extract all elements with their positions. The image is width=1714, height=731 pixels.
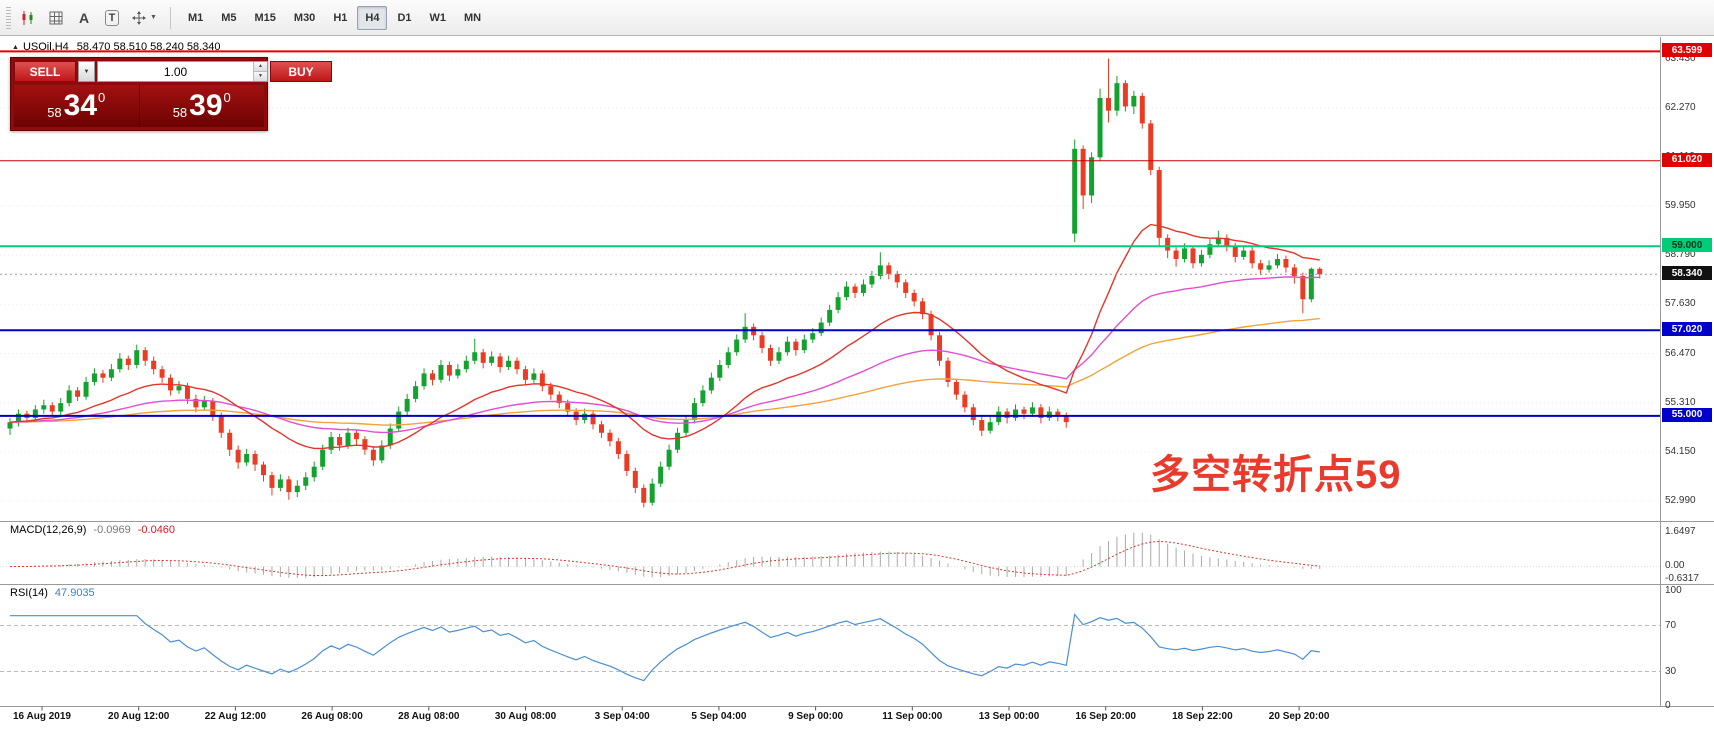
price-axis-badge: 55.000 bbox=[1662, 407, 1712, 422]
cursor-mode-button[interactable]: ▼ bbox=[127, 5, 161, 31]
chart-type-button[interactable] bbox=[15, 5, 41, 31]
price-divider bbox=[138, 85, 140, 127]
volume-up-button[interactable]: ▲ bbox=[254, 62, 267, 71]
price-axis-badge: 61.020 bbox=[1662, 152, 1712, 167]
volume-input[interactable] bbox=[98, 62, 253, 81]
timeframe-h1[interactable]: H1 bbox=[325, 6, 355, 30]
time-axis-label: 9 Sep 00:00 bbox=[788, 711, 844, 722]
macd-scale-label: -0.6317 bbox=[1665, 573, 1699, 584]
candlestick-chart-icon bbox=[22, 10, 33, 25]
bid-price-sup: 0 bbox=[98, 90, 106, 105]
rsi-scale-label: 70 bbox=[1665, 619, 1677, 631]
price-axis-badge: 57.020 bbox=[1662, 322, 1712, 337]
volume-spinner: ▲ ▼ bbox=[253, 62, 267, 81]
macd-title: MACD(12,26,9) -0.0969 -0.0460 bbox=[10, 524, 175, 536]
macd-scale-label: 0.00 bbox=[1665, 560, 1685, 571]
chart-symbol-ohlc: ▲ USOil,H4 58.470 58.510 58.240 58.340 bbox=[12, 41, 221, 53]
chevron-down-icon: ▼ bbox=[150, 14, 157, 21]
macd-main-value: -0.0969 bbox=[93, 524, 131, 536]
rsi-scale-label: 100 bbox=[1665, 585, 1682, 596]
timeframe-mn[interactable]: MN bbox=[456, 6, 489, 30]
time-axis-label: 22 Aug 12:00 bbox=[204, 711, 267, 722]
time-axis-label: 11 Sep 00:00 bbox=[882, 711, 943, 722]
price-axis-label: 54.150 bbox=[1665, 445, 1696, 457]
rsi-label: RSI(14) bbox=[10, 587, 48, 599]
price-axis-label: 59.950 bbox=[1665, 200, 1696, 212]
price-axis-label: 57.630 bbox=[1665, 298, 1696, 310]
ask-price-big: 39 bbox=[189, 89, 223, 122]
price-axis-label: 62.270 bbox=[1665, 101, 1696, 113]
toolbar: A T ▼ M1 M5 M15 M30 H1 H4 D1 W1 MN bbox=[0, 0, 1714, 36]
time-axis-label: 30 Aug 08:00 bbox=[494, 711, 557, 722]
sell-button[interactable]: SELL bbox=[14, 61, 76, 82]
rsi-value: 47.9035 bbox=[54, 587, 95, 599]
price-axis-label: 52.990 bbox=[1665, 495, 1696, 506]
one-click-trading-panel: SELL ▼ ▲ ▼ BUY 58 34 0 58 39 bbox=[10, 57, 332, 131]
volume-field: ▲ ▼ bbox=[97, 61, 268, 82]
macd-scale-label: 1.6497 bbox=[1665, 526, 1696, 537]
price-axis-label: 56.470 bbox=[1665, 347, 1696, 359]
price-axis-label: 58.790 bbox=[1665, 249, 1696, 261]
price-axis-badge: 59.000 bbox=[1662, 238, 1712, 253]
macd-label: MACD(12,26,9) bbox=[10, 524, 87, 536]
symbol-marker-icon: ▲ bbox=[12, 43, 19, 51]
rsi-scale-label: 0 bbox=[1665, 700, 1671, 711]
bid-price-small: 58 bbox=[47, 105, 62, 120]
toolbar-grip[interactable] bbox=[6, 6, 11, 29]
chart-annotation-text: 多空转折点59 bbox=[1150, 453, 1402, 497]
time-axis-label: 26 Aug 08:00 bbox=[301, 711, 363, 722]
price-axis-badge: 63.599 bbox=[1662, 43, 1712, 58]
timeframe-d1[interactable]: D1 bbox=[389, 6, 419, 30]
ask-price[interactable]: 58 39 0 bbox=[140, 85, 265, 127]
text-tool-button[interactable]: T bbox=[99, 5, 125, 31]
chevron-down-icon: ▼ bbox=[83, 68, 90, 75]
rsi-title: RSI(14) 47.9035 bbox=[10, 587, 95, 599]
grid-icon bbox=[49, 11, 63, 24]
annotation-button[interactable]: A bbox=[71, 5, 97, 31]
price-axis-label: 63.430 bbox=[1665, 52, 1696, 64]
time-axis-label: 18 Sep 22:00 bbox=[1172, 711, 1233, 722]
indicator-grid-button[interactable] bbox=[43, 5, 69, 31]
text-tool-icon: T bbox=[104, 9, 120, 26]
symbol-name: USOil,H4 bbox=[22, 41, 69, 53]
time-axis-label: 16 Sep 20:00 bbox=[1075, 711, 1136, 722]
buy-button[interactable]: BUY bbox=[270, 61, 332, 82]
timeframe-m30[interactable]: M30 bbox=[286, 6, 323, 30]
timeframe-bar: M1 M5 M15 M30 H1 H4 D1 W1 MN bbox=[180, 5, 491, 30]
time-axis-label: 5 Sep 04:00 bbox=[691, 711, 747, 722]
bid-price-big: 34 bbox=[63, 89, 98, 122]
ask-price-small: 58 bbox=[172, 105, 188, 120]
time-axis-label: 20 Sep 20:00 bbox=[1268, 711, 1330, 722]
rsi-scale-label: 30 bbox=[1665, 665, 1677, 677]
time-axis-label: 28 Aug 08:00 bbox=[398, 711, 460, 722]
time-axis-label: 20 Aug 12:00 bbox=[108, 711, 170, 722]
price-axis-badge: 58.340 bbox=[1662, 266, 1712, 281]
ask-price-sup: 0 bbox=[223, 90, 231, 105]
time-axis-label: 13 Sep 00:00 bbox=[978, 711, 1040, 722]
symbol-ohlc-values: 58.470 58.510 58.240 58.340 bbox=[76, 41, 221, 53]
time-axis-label: 3 Sep 04:00 bbox=[594, 711, 650, 722]
timeframe-h4[interactable]: H4 bbox=[357, 5, 388, 30]
toolbar-separator bbox=[169, 6, 171, 29]
timeframe-m1[interactable]: M1 bbox=[180, 6, 211, 30]
macd-signal-value: -0.0460 bbox=[137, 524, 176, 536]
crosshair-arrows-icon bbox=[132, 10, 146, 25]
timeframe-m5[interactable]: M5 bbox=[213, 6, 244, 30]
volume-down-button[interactable]: ▼ bbox=[254, 71, 267, 81]
timeframe-m15[interactable]: M15 bbox=[247, 6, 284, 30]
bid-price[interactable]: 58 34 0 bbox=[14, 85, 139, 127]
time-axis-label: 16 Aug 2019 bbox=[13, 711, 71, 722]
timeframe-w1[interactable]: W1 bbox=[422, 6, 455, 30]
price-axis-label: 55.310 bbox=[1665, 396, 1696, 408]
letter-a-icon: A bbox=[78, 9, 90, 26]
order-type-dropdown[interactable]: ▼ bbox=[78, 61, 95, 82]
